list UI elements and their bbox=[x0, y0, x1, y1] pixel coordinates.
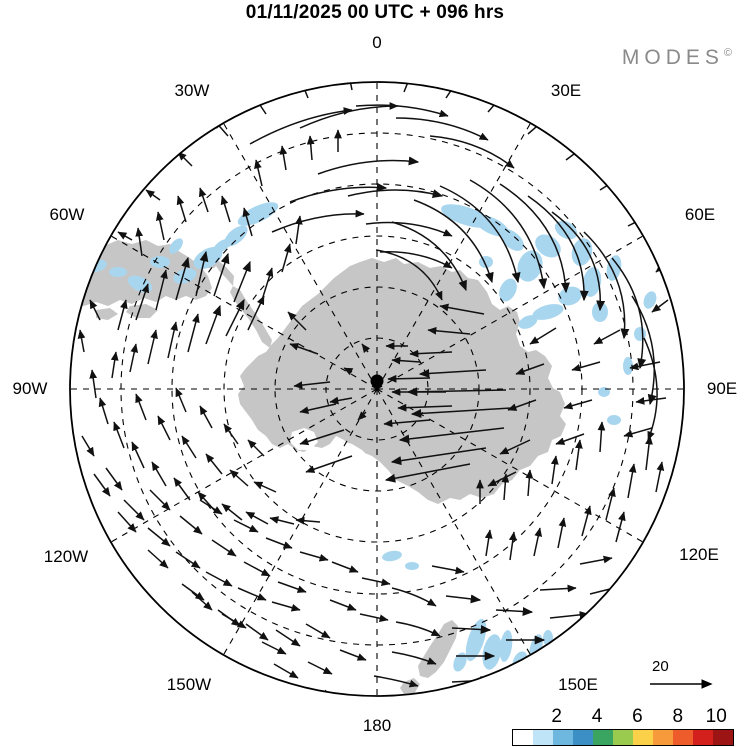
colorbar-swatch-1 bbox=[533, 730, 553, 745]
colorbar-swatch-4 bbox=[593, 730, 613, 745]
lon-label-90e: 90E bbox=[707, 379, 737, 398]
colorbar-tick-8: 8 bbox=[672, 706, 684, 727]
colorbar-swatch-9 bbox=[693, 730, 713, 745]
lon-label-120w: 120W bbox=[44, 547, 88, 566]
colorbar-ticks: 2 4 6 8 10 bbox=[512, 707, 734, 729]
colorbar-tick-2: 2 bbox=[551, 706, 562, 727]
colorbar-swatch-2 bbox=[553, 730, 573, 745]
colorbar-swatch-3 bbox=[573, 730, 593, 745]
lon-label-90w: 90W bbox=[13, 379, 48, 398]
colorbar-tick-6: 6 bbox=[632, 706, 643, 727]
map-contents bbox=[70, 82, 684, 696]
lon-label-60w: 60W bbox=[50, 205, 85, 224]
right-arrow-icon bbox=[650, 679, 713, 689]
lon-label-120e: 120E bbox=[679, 545, 719, 564]
colorbar-swatch-5 bbox=[613, 730, 633, 745]
colorbar-tick-4: 4 bbox=[591, 706, 603, 727]
lon-label-150w: 150W bbox=[167, 675, 211, 694]
colorbar-swatch-0 bbox=[513, 730, 533, 745]
copyright-icon: © bbox=[723, 47, 732, 59]
lon-label-60e: 60E bbox=[685, 205, 715, 224]
page-title: 01/11/2025 00 UTC + 096 hrs bbox=[245, 2, 505, 23]
map-boundary-circle bbox=[69, 81, 685, 697]
vector-scale-legend: 20 bbox=[640, 658, 730, 697]
modes-logo: MODES© bbox=[622, 46, 732, 70]
vector-scale-value: 20 bbox=[652, 658, 669, 675]
modes-logo-text: MODES bbox=[621, 46, 724, 69]
colorbar-gradient bbox=[512, 729, 734, 746]
lon-label-0: 0 bbox=[372, 33, 381, 52]
wind-vector-field bbox=[77, 82, 673, 696]
colorbar-swatch-6 bbox=[633, 730, 653, 745]
colorbar: 2 4 6 8 10 bbox=[512, 707, 734, 746]
south-pole-marker bbox=[370, 374, 384, 388]
colorbar-swatch-7 bbox=[653, 730, 673, 745]
colorbar-swatch-10 bbox=[713, 730, 733, 745]
lon-label-180: 180 bbox=[363, 716, 391, 735]
colorbar-swatch-8 bbox=[673, 730, 693, 745]
longitude-label-group: 0 30E 60E 90E 120E 150E 180 150W 120W 90… bbox=[13, 33, 738, 735]
colorbar-tick-10: 10 bbox=[705, 706, 727, 727]
lon-label-30w: 30W bbox=[175, 81, 210, 100]
lon-label-30e: 30E bbox=[551, 81, 581, 100]
lon-label-150e: 150E bbox=[558, 675, 598, 694]
